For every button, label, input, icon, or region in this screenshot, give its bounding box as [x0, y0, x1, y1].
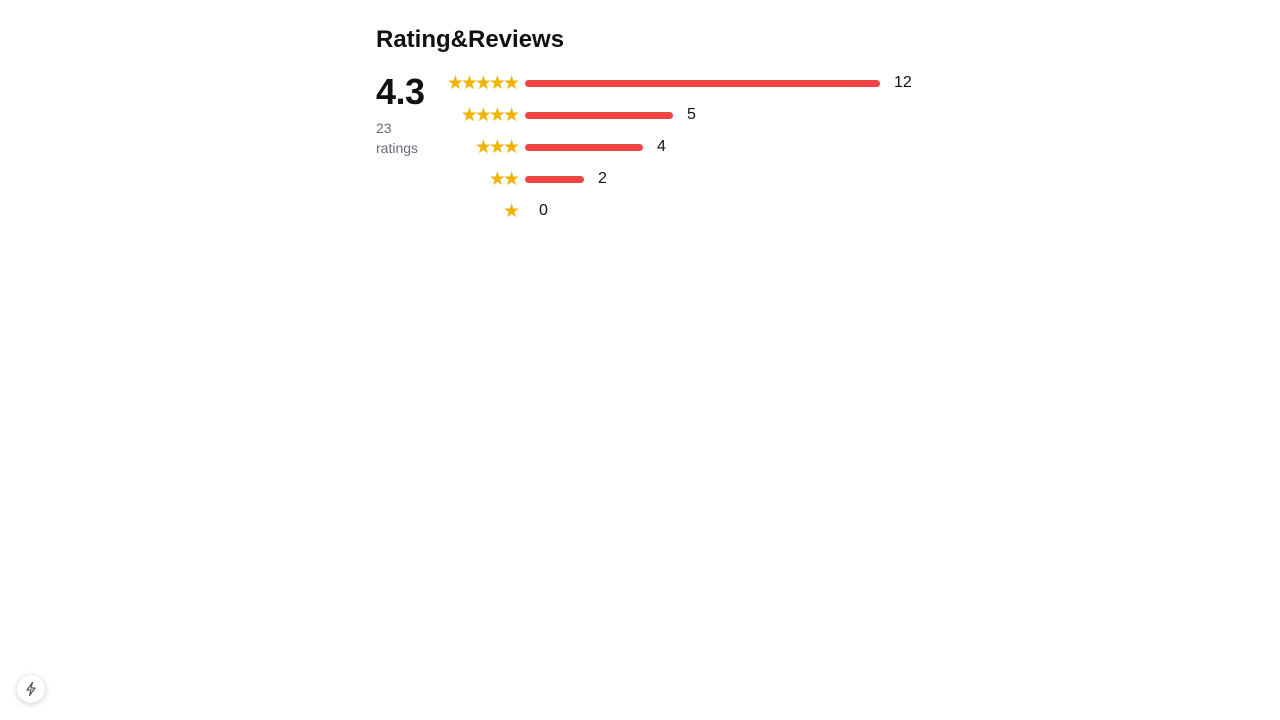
rating-bar [525, 175, 584, 183]
rating-distribution: ★★★★★ 12 ★★★★ 5 ★★★ 4 ★★ 2 [434, 71, 934, 231]
rating-bar-area: 5 [525, 103, 696, 127]
rating-row-5: ★★★★★ 12 [434, 71, 934, 103]
rating-count: 0 [539, 202, 548, 219]
star-icon: ★★★ [474, 136, 520, 158]
rating-count: 5 [687, 106, 696, 123]
section-title: Rating&Reviews [376, 26, 565, 53]
rating-row-3: ★★★ 4 [434, 135, 934, 167]
rating-count: 12 [894, 74, 912, 91]
star-icon: ★★★★★ [446, 72, 520, 94]
rating-count: 4 [657, 138, 666, 155]
rating-row-4: ★★★★ 5 [434, 103, 934, 135]
rating-bar-area: 4 [525, 135, 666, 159]
rating-count: 2 [598, 170, 607, 187]
rating-summary: 4.3 23 ratings [376, 72, 436, 158]
rating-row-2: ★★ 2 [434, 167, 934, 199]
ratings-count-number: 23 [376, 120, 392, 136]
rating-row-1: ★ 0 [434, 199, 934, 231]
star-icon: ★ [502, 200, 520, 222]
rating-bar [525, 79, 880, 87]
rating-bar-area: 2 [525, 167, 607, 191]
average-rating: 4.3 [376, 71, 425, 112]
rating-bar [525, 143, 643, 151]
ratings-count-label: ratings [376, 140, 419, 156]
star-icon: ★★ [488, 168, 520, 190]
rating-reviews-section: Rating&Reviews 4.3 23 ratings ★★★★★ 12 ★… [376, 26, 912, 222]
star-icon: ★★★★ [460, 104, 520, 126]
rating-bar-area: 12 [525, 71, 912, 95]
rating-bar [525, 111, 673, 119]
lightning-bolt-button[interactable] [17, 675, 45, 703]
rating-bar-area: 0 [525, 199, 548, 223]
ratings-count: 23 ratings [376, 118, 436, 158]
lightning-bolt-icon [26, 681, 36, 697]
